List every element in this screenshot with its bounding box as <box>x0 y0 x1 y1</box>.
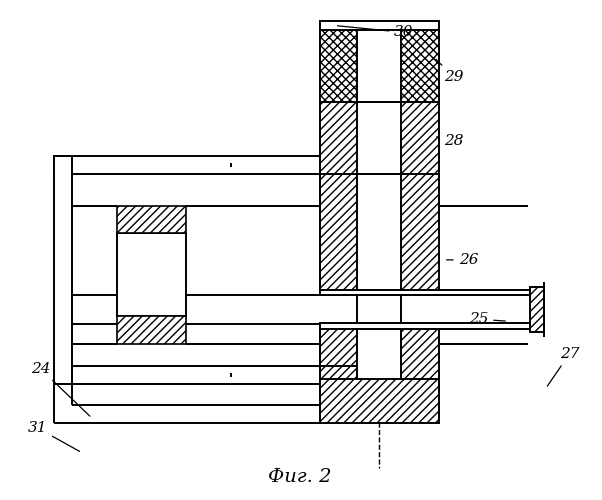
Bar <box>320 378 439 423</box>
Bar <box>358 102 401 174</box>
Bar <box>320 20 439 30</box>
Text: 27: 27 <box>547 347 579 386</box>
Text: 30: 30 <box>338 26 414 40</box>
Text: 24: 24 <box>31 362 90 416</box>
Bar <box>358 30 401 102</box>
Bar <box>54 156 374 174</box>
Bar <box>72 294 533 324</box>
Bar <box>401 174 439 394</box>
Text: 25: 25 <box>468 312 505 326</box>
Bar <box>54 366 374 384</box>
Text: 29: 29 <box>436 59 464 84</box>
Bar <box>117 233 186 316</box>
Text: 28: 28 <box>436 134 464 148</box>
Bar <box>358 174 401 394</box>
Text: 26: 26 <box>447 253 478 267</box>
Bar <box>117 206 186 233</box>
Text: 31: 31 <box>28 421 79 452</box>
Bar <box>320 102 439 174</box>
Bar <box>117 316 186 344</box>
Bar <box>320 174 358 394</box>
Bar <box>320 323 538 329</box>
Bar <box>54 156 72 384</box>
Bar <box>320 290 538 296</box>
Bar <box>320 30 439 102</box>
Text: Фиг. 2: Фиг. 2 <box>268 468 332 486</box>
Bar <box>530 286 544 332</box>
